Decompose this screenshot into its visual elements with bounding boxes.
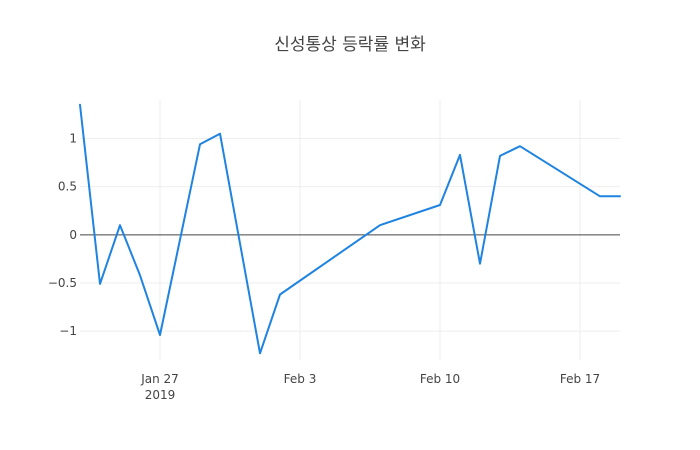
x-tick-label: Jan 27 <box>140 372 179 386</box>
data-point <box>119 224 121 226</box>
y-tick-label: 0 <box>69 228 77 242</box>
data-point <box>139 274 141 276</box>
data-point <box>159 334 161 336</box>
grid <box>80 100 620 360</box>
x-tick-label: Feb 17 <box>560 372 600 386</box>
data-point <box>519 145 521 147</box>
x-tick-sublabel: 2019 <box>145 388 176 402</box>
y-axis: 1 0.5 0 −0.5 −1 <box>48 132 77 339</box>
data-point <box>79 104 81 106</box>
x-tick-label: Feb 10 <box>420 372 460 386</box>
data-point <box>279 294 281 296</box>
data-point <box>99 283 101 285</box>
x-tick-label: Feb 3 <box>284 372 317 386</box>
y-tick-label: −0.5 <box>48 276 77 290</box>
chart-title: 신성통상 등락률 변화 <box>274 35 426 55</box>
y-tick-label: 1 <box>69 132 77 146</box>
data-point <box>599 195 601 197</box>
data-point <box>479 263 481 265</box>
series-line <box>79 103 621 355</box>
data-point <box>219 133 221 135</box>
x-axis: Jan 27 2019 Feb 3 Feb 10 Feb 17 <box>140 372 600 402</box>
series-group <box>79 103 621 355</box>
data-point <box>619 195 621 197</box>
data-point <box>499 155 501 157</box>
data-point <box>379 224 381 226</box>
y-tick-label: −1 <box>59 324 77 338</box>
data-point <box>259 352 261 354</box>
y-tick-label: 0.5 <box>58 180 77 194</box>
data-point <box>439 204 441 206</box>
data-point <box>459 154 461 156</box>
data-point <box>199 143 201 145</box>
